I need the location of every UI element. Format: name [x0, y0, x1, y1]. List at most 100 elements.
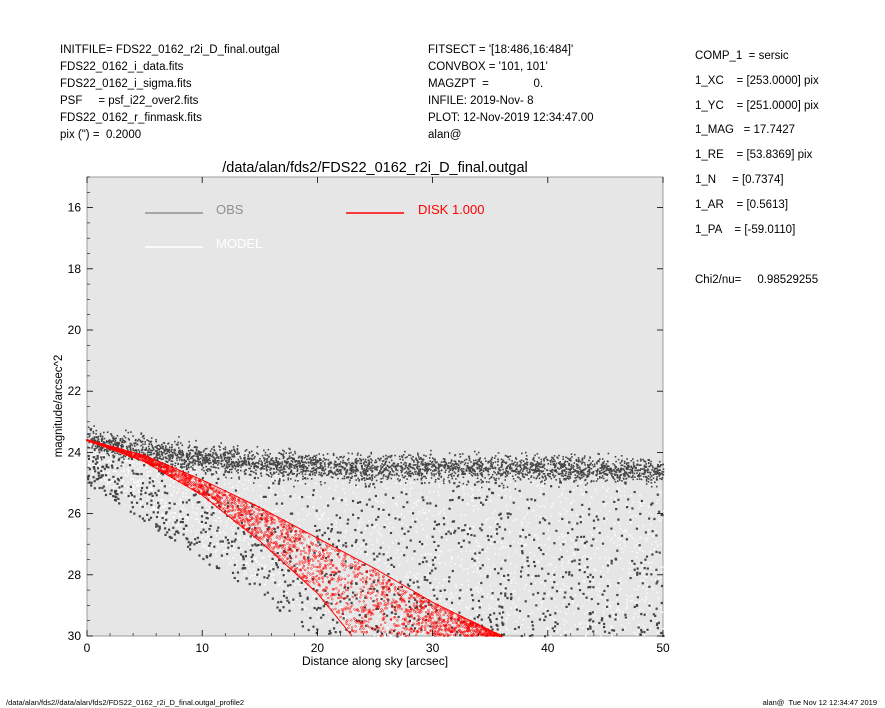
obs-point — [439, 465, 442, 468]
model-point — [421, 523, 423, 525]
model-point — [604, 589, 607, 592]
obs-point — [606, 466, 608, 468]
obs-point — [434, 465, 436, 467]
obs-point — [647, 478, 650, 480]
model-point — [555, 606, 557, 608]
obs-point — [178, 436, 180, 438]
model-point — [530, 596, 532, 599]
obs-point — [643, 464, 646, 467]
model-point — [519, 531, 521, 533]
obs-point — [243, 457, 245, 459]
model-point — [162, 499, 164, 501]
model-point — [540, 557, 543, 559]
model-point — [349, 629, 351, 631]
obs-point — [287, 457, 290, 459]
model-point — [608, 510, 611, 512]
model-point — [131, 463, 134, 466]
model-point — [392, 621, 394, 623]
model-point — [604, 600, 606, 602]
obs-point — [112, 454, 114, 457]
model-point — [273, 511, 275, 513]
obs-point — [137, 449, 140, 451]
obs-point — [174, 452, 177, 455]
obs-point — [462, 482, 465, 485]
obs-point — [576, 474, 579, 477]
model-point — [652, 587, 654, 589]
model-point — [451, 607, 453, 610]
obs-point — [418, 469, 420, 471]
param-line: 1_YC = [251.0000] pix — [695, 99, 819, 112]
obs-point — [426, 462, 428, 465]
obs-point — [213, 460, 216, 462]
obs-point — [591, 472, 593, 474]
model-point — [216, 549, 218, 552]
model-point — [560, 589, 562, 591]
model-point — [356, 617, 359, 619]
model-point — [515, 483, 517, 486]
obs-point — [244, 450, 247, 452]
model-point — [576, 487, 578, 489]
obs-point — [150, 437, 153, 439]
model-point — [644, 576, 646, 578]
model-point — [660, 491, 662, 493]
model-point — [145, 467, 147, 469]
obs-point — [106, 449, 109, 452]
model-point — [249, 559, 252, 562]
model-point — [567, 608, 569, 610]
obs-point — [288, 447, 290, 450]
model-point — [335, 522, 338, 525]
obs-point — [147, 440, 150, 442]
model-point — [569, 558, 572, 560]
obs-point — [197, 460, 200, 462]
model-point — [117, 476, 119, 478]
obs-point — [350, 462, 353, 465]
model-point — [276, 585, 279, 587]
model-point — [300, 548, 302, 550]
model-point — [330, 625, 332, 627]
model-point — [628, 568, 631, 570]
obs-point — [476, 477, 479, 480]
model-point — [115, 458, 117, 460]
obs-point — [470, 474, 473, 476]
model-point — [178, 519, 180, 521]
model-point — [428, 564, 430, 566]
model-point — [191, 511, 193, 513]
model-point — [216, 542, 218, 545]
model-point — [582, 556, 584, 558]
obs-point — [200, 464, 203, 466]
obs-point — [174, 462, 177, 464]
model-point — [387, 510, 389, 513]
model-point — [356, 578, 358, 580]
model-point — [583, 492, 585, 495]
model-point — [283, 532, 285, 535]
obs-point — [290, 460, 293, 462]
model-point — [658, 577, 660, 579]
obs-point — [146, 451, 149, 454]
model-point — [549, 546, 551, 548]
obs-point — [350, 472, 353, 475]
model-point — [350, 598, 352, 600]
model-point — [129, 490, 131, 492]
model-point — [349, 576, 351, 578]
model-point — [220, 520, 222, 522]
model-point — [315, 589, 317, 591]
model-point — [539, 516, 541, 518]
obs-point — [395, 473, 398, 476]
model-point — [160, 499, 162, 502]
model-point — [627, 573, 630, 575]
obs-point — [384, 468, 387, 471]
model-point — [439, 550, 442, 553]
obs-point — [575, 460, 578, 462]
obs-point — [272, 464, 275, 466]
model-point — [194, 467, 196, 469]
obs-point — [562, 458, 564, 460]
model-point — [491, 597, 493, 600]
model-point — [185, 530, 188, 532]
model-point — [581, 541, 583, 543]
obs-point — [579, 466, 581, 468]
model-point — [616, 584, 618, 586]
model-point — [549, 484, 551, 486]
model-point — [284, 539, 286, 541]
model-point — [135, 482, 137, 484]
obs-point — [203, 449, 205, 452]
